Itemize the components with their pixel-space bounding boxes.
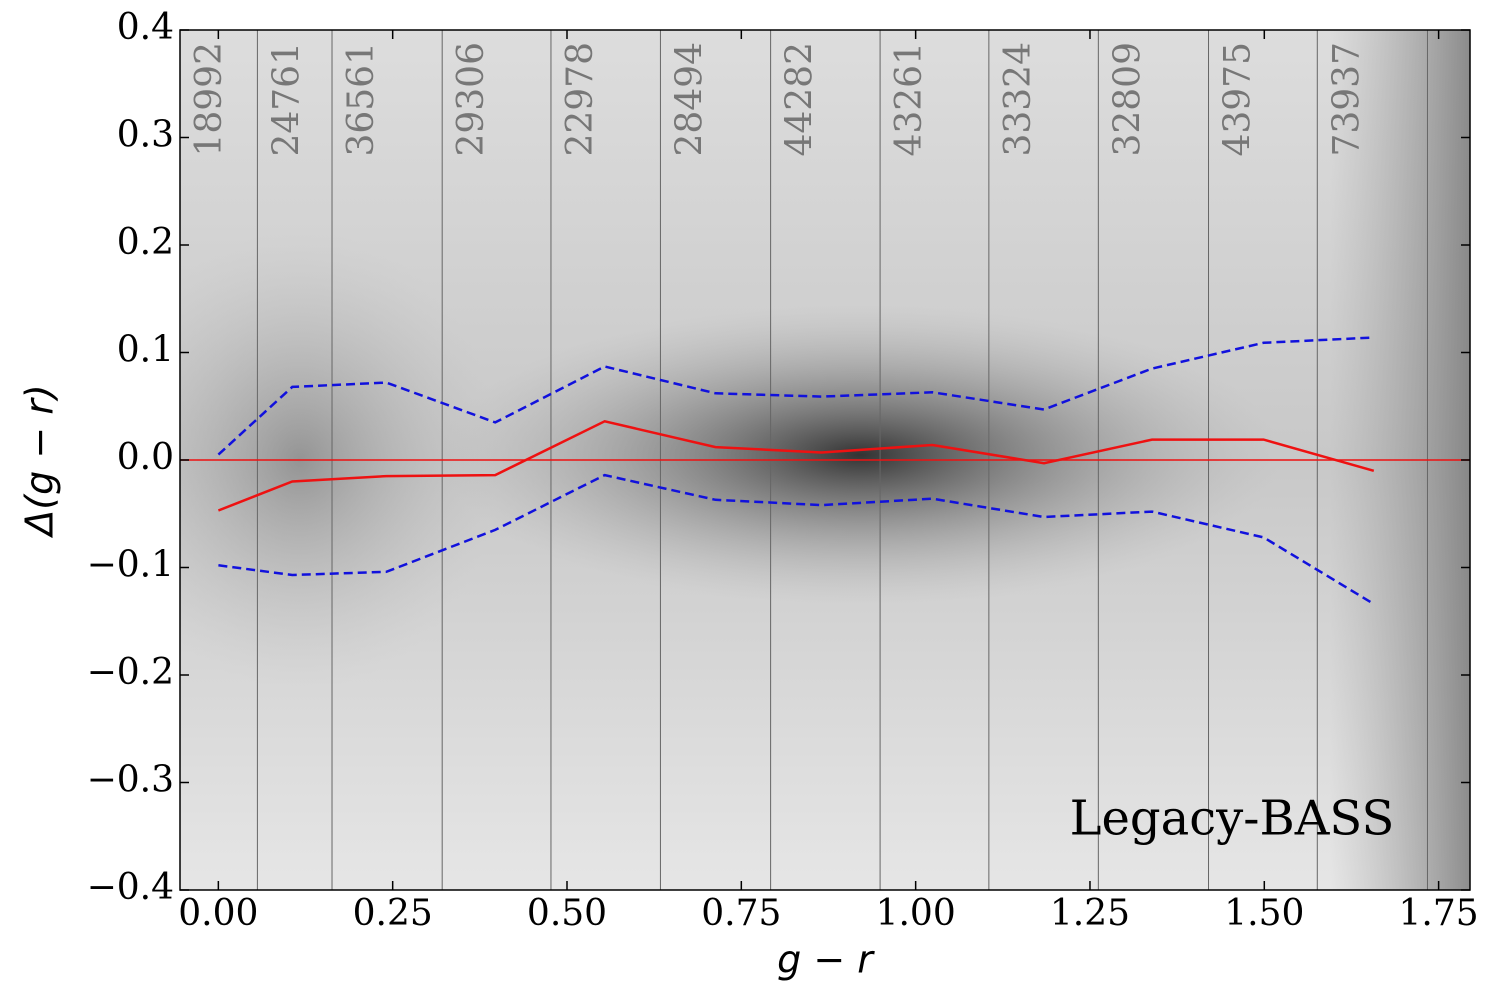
annotation: Legacy-BASS xyxy=(1070,791,1395,847)
x-axis-label: g − r xyxy=(777,938,875,982)
bin-count: 22978 xyxy=(560,42,601,157)
y-axis-label: Δ(g − r) xyxy=(18,384,62,538)
y-tick-label: 0.3 xyxy=(117,115,174,156)
x-tick-label: 1.50 xyxy=(1224,893,1304,934)
y-tick-label: −0.1 xyxy=(87,545,174,586)
x-tick-label: 1.00 xyxy=(876,893,956,934)
bin-count: 36561 xyxy=(341,42,382,157)
y-tick-label: 0.0 xyxy=(117,437,174,478)
bin-count: 73937 xyxy=(1326,42,1367,157)
x-tick-label: 1.25 xyxy=(1050,893,1130,934)
x-tick-label: 0.75 xyxy=(701,893,781,934)
bin-count: 29306 xyxy=(451,42,492,157)
x-tick-label: 0.25 xyxy=(353,893,433,934)
bin-count: 32809 xyxy=(1107,42,1148,157)
y-tick-label: 0.1 xyxy=(117,330,174,371)
y-tick-label: −0.2 xyxy=(87,652,174,693)
series-line xyxy=(217,419,1375,512)
bin-count: 33324 xyxy=(998,42,1039,157)
bin-count: 24761 xyxy=(266,42,307,157)
y-tick-label: 0.2 xyxy=(117,222,174,263)
x-tick-label: 0.00 xyxy=(178,893,258,934)
bin-count: 43975 xyxy=(1218,42,1259,157)
plot-area xyxy=(180,30,1470,890)
y-tick-label: −0.4 xyxy=(87,867,174,908)
series-line xyxy=(218,473,1375,606)
x-tick-label: 0.50 xyxy=(527,893,607,934)
x-tick-label: 1.75 xyxy=(1399,893,1479,934)
bin-count: 43261 xyxy=(889,42,930,157)
bin-count: 28494 xyxy=(669,42,710,157)
bin-count: 44282 xyxy=(780,42,821,157)
bin-count: 18992 xyxy=(189,42,230,157)
series-line xyxy=(217,336,1374,456)
y-tick-label: 0.4 xyxy=(117,7,174,48)
y-tick-label: −0.3 xyxy=(87,760,174,801)
